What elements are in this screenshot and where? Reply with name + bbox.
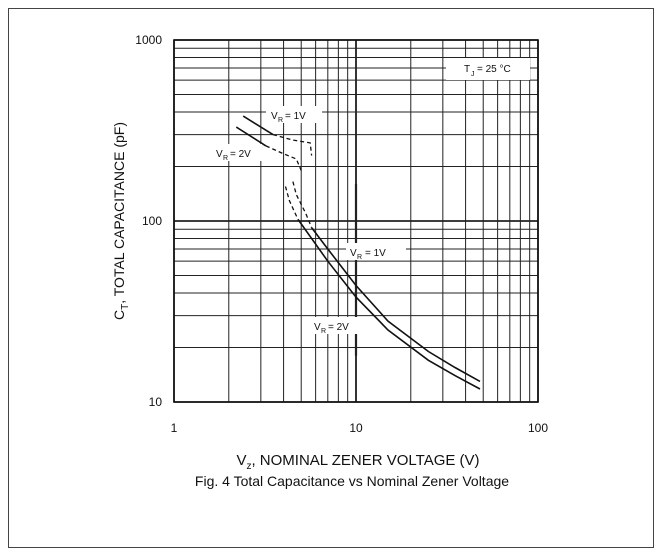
series-line-vr1-solid	[310, 227, 481, 383]
vr1-lower-v: V	[350, 248, 357, 259]
vr2-lower-annotation: V R = 2V	[310, 317, 364, 335]
y-axis-rest: , TOTAL CAPACITANCE (pF)	[111, 122, 127, 304]
vr2-lower-sub: R	[321, 328, 326, 335]
vr2-upper-v: V	[216, 149, 223, 160]
tj-sub: J	[471, 71, 475, 78]
vr1-upper-sub: R	[278, 117, 283, 124]
y-tick-label: 1000	[135, 33, 162, 47]
series-line-vr2-dashed	[265, 145, 302, 171]
capacitance-chart: 1 10 100 10 100 1000 T J = 25 °C V R = 1V V R…	[111, 33, 548, 489]
vr2-upper-label: = 2V	[230, 149, 251, 160]
tick-labels: 1 10 100 10 100 1000	[135, 33, 548, 435]
vr1-upper-label: = 1V	[285, 111, 306, 122]
series-line-vr2-dashed	[284, 186, 299, 220]
x-axis-sub: z	[246, 461, 251, 472]
tj-prefix: T	[464, 64, 470, 75]
y-axis-prefix: C	[111, 310, 127, 320]
vr1-lower-sub: R	[357, 254, 362, 261]
x-tick-label: 10	[349, 421, 363, 435]
vr1-lower-label: = 1V	[365, 248, 386, 259]
y-axis-sub: T	[120, 304, 131, 310]
vr1-lower-annotation: V R = 1V	[346, 243, 406, 261]
x-axis-prefix: V	[236, 452, 246, 469]
series-line-vr2-solid	[297, 218, 481, 390]
figure-caption: Fig. 4 Total Capacitance vs Nominal Zene…	[195, 473, 509, 489]
series-line-vr2-solid	[235, 126, 267, 147]
y-axis-label-group: CT, TOTAL CAPACITANCE (pF)	[111, 122, 131, 320]
x-axis-label: Vz, NOMINAL ZENER VOLTAGE (V)	[236, 452, 479, 472]
vr2-upper-sub: R	[223, 155, 228, 162]
curves	[235, 115, 481, 390]
vr2-lower-label: = 2V	[328, 322, 349, 333]
series-line-vr1-solid	[242, 115, 274, 136]
series-line-vr1-dashed	[292, 181, 313, 228]
vr2-upper-annotation: V R = 2V	[212, 144, 262, 162]
series-line-vr1-dashed	[272, 133, 313, 156]
vr2-lower-v: V	[314, 322, 321, 333]
plot-border	[173, 39, 539, 403]
y-tick-label: 100	[142, 214, 162, 228]
x-axis-rest: , NOMINAL ZENER VOLTAGE (V)	[251, 452, 479, 469]
x-tick-label: 1	[171, 421, 178, 435]
grid-lines	[173, 39, 539, 403]
y-axis-label: CT, TOTAL CAPACITANCE (pF)	[111, 122, 131, 320]
y-tick-label: 10	[149, 395, 163, 409]
tj-annotation: T J = 25 °C	[446, 58, 530, 80]
vr1-upper-annotation: V R = 1V	[266, 106, 322, 124]
vr1-upper-v: V	[271, 111, 278, 122]
tj-label: = 25 °C	[477, 64, 511, 75]
x-tick-label: 100	[528, 421, 548, 435]
